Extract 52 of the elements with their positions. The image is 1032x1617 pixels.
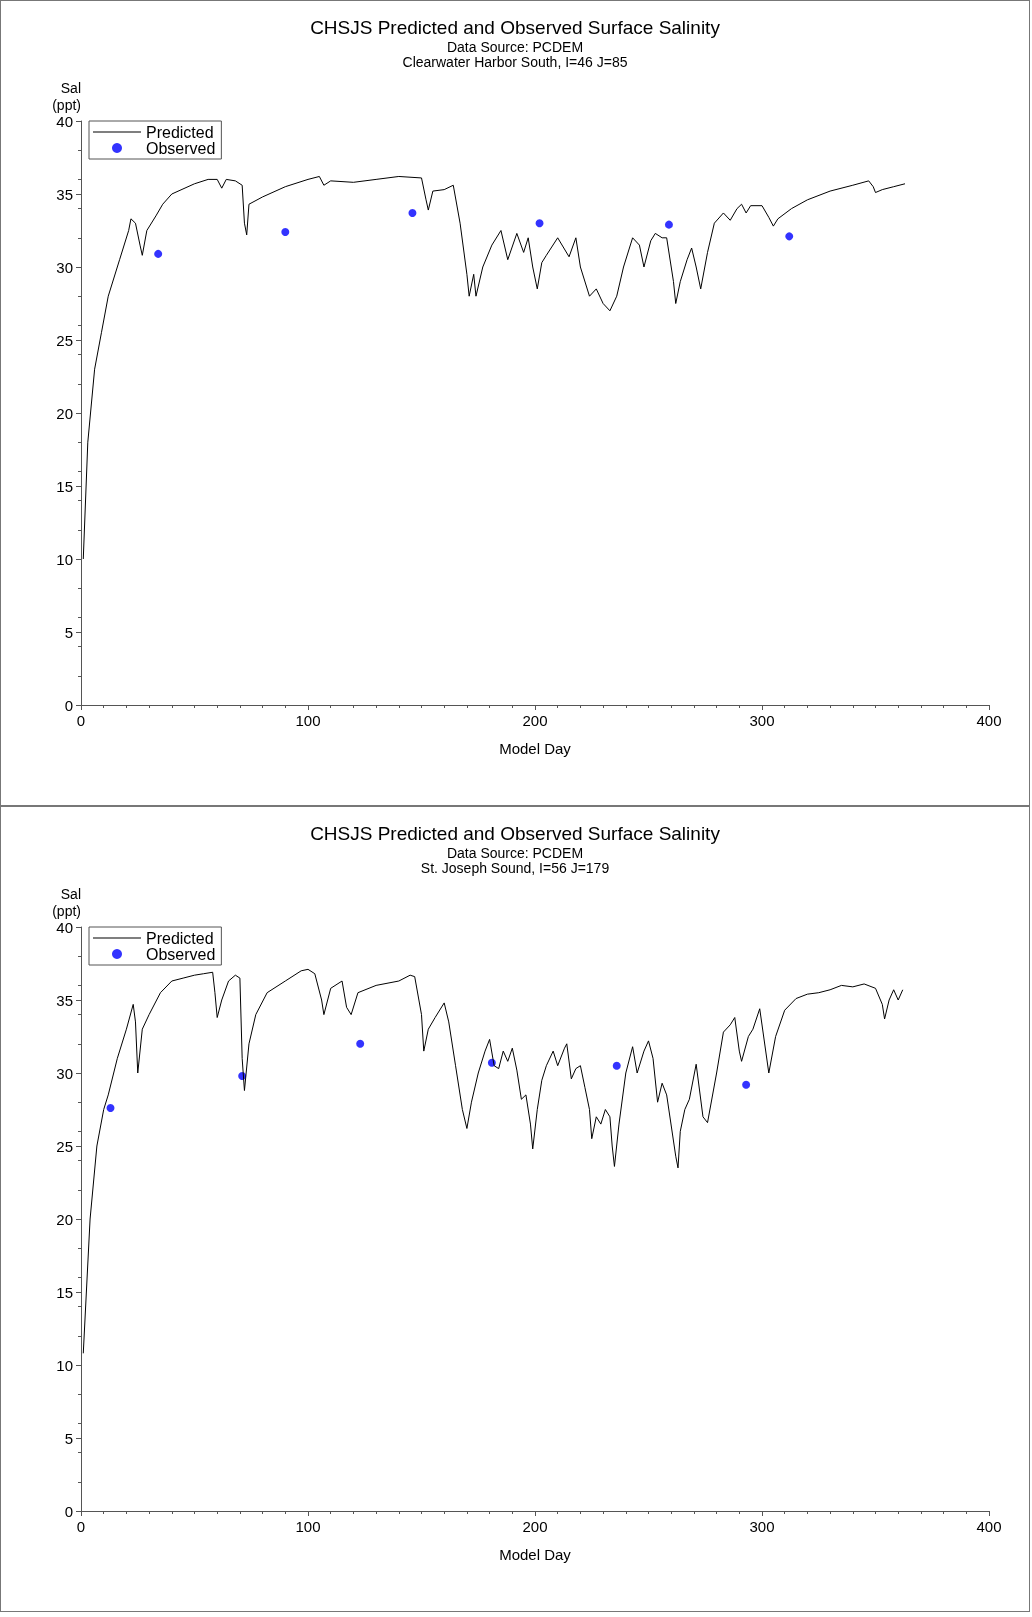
x-tick-label: 100 [295,712,321,729]
chart-title: CHSJS Predicted and Observed Surface Salinity [310,17,721,38]
x-axis-title: Model Day [499,740,572,757]
y-tick-label: 30 [56,258,73,276]
point [785,232,794,241]
x-axis-title: Model Day [499,1546,572,1563]
y-tick-label: 20 [56,1210,73,1228]
x-tick-label: 0 [76,1518,86,1535]
point [408,208,417,217]
y-tick-label: 35 [56,991,73,1009]
y-tick-label: 20 [56,404,73,422]
y-tick-label: 40 [56,112,73,130]
point [535,219,544,228]
point [664,220,673,229]
y-tick-label: 25 [56,1137,73,1155]
point [281,227,290,236]
y-tick-label: 35 [56,185,73,203]
x-tick-label: 400 [976,712,1002,729]
legend-label: Predicted [146,123,214,141]
x-tick-label: 100 [295,1518,321,1535]
legend-label: Observed [146,945,216,963]
y-tick-label: 10 [56,1356,73,1374]
line-series [82,968,904,1354]
chart-subtitle: Data Source: PCDEM Clearwater Harbor South, I=46 J=85 [402,38,628,70]
y-tick-label: 30 [56,1064,73,1082]
point [356,1039,365,1048]
y-tick-label: 0 [64,1502,73,1520]
chart-subtitle: Data Source: PCDEM St. Joseph Sound, I=56 J=179 [420,844,610,876]
y-axis-title: Sal (ppt) [52,79,81,113]
y-tick-label: 0 [64,696,73,714]
x-tick-label: 400 [976,1518,1002,1535]
x-tick-label: 200 [522,712,548,729]
chart-title: CHSJS Predicted and Observed Surface Salinity [310,823,721,844]
point [742,1080,751,1089]
legend-label: Observed [146,139,216,157]
x-tick-label: 300 [749,1518,775,1535]
point [612,1061,621,1070]
x-tick-label: 300 [749,712,775,729]
y-axis-title: Sal (ppt) [52,885,81,919]
y-tick-label: 15 [56,477,73,495]
point [106,1104,115,1113]
point [154,249,163,258]
x-tick-label: 200 [522,1518,548,1535]
y-tick-label: 10 [56,550,73,568]
y-tick-label: 5 [64,623,73,641]
y-tick-label: 5 [64,1429,73,1447]
line-series [82,175,906,560]
x-tick-label: 0 [76,712,86,729]
y-tick-label: 25 [56,331,73,349]
y-tick-label: 15 [56,1283,73,1301]
y-tick-label: 40 [56,918,73,936]
legend-label: Predicted [146,929,214,947]
